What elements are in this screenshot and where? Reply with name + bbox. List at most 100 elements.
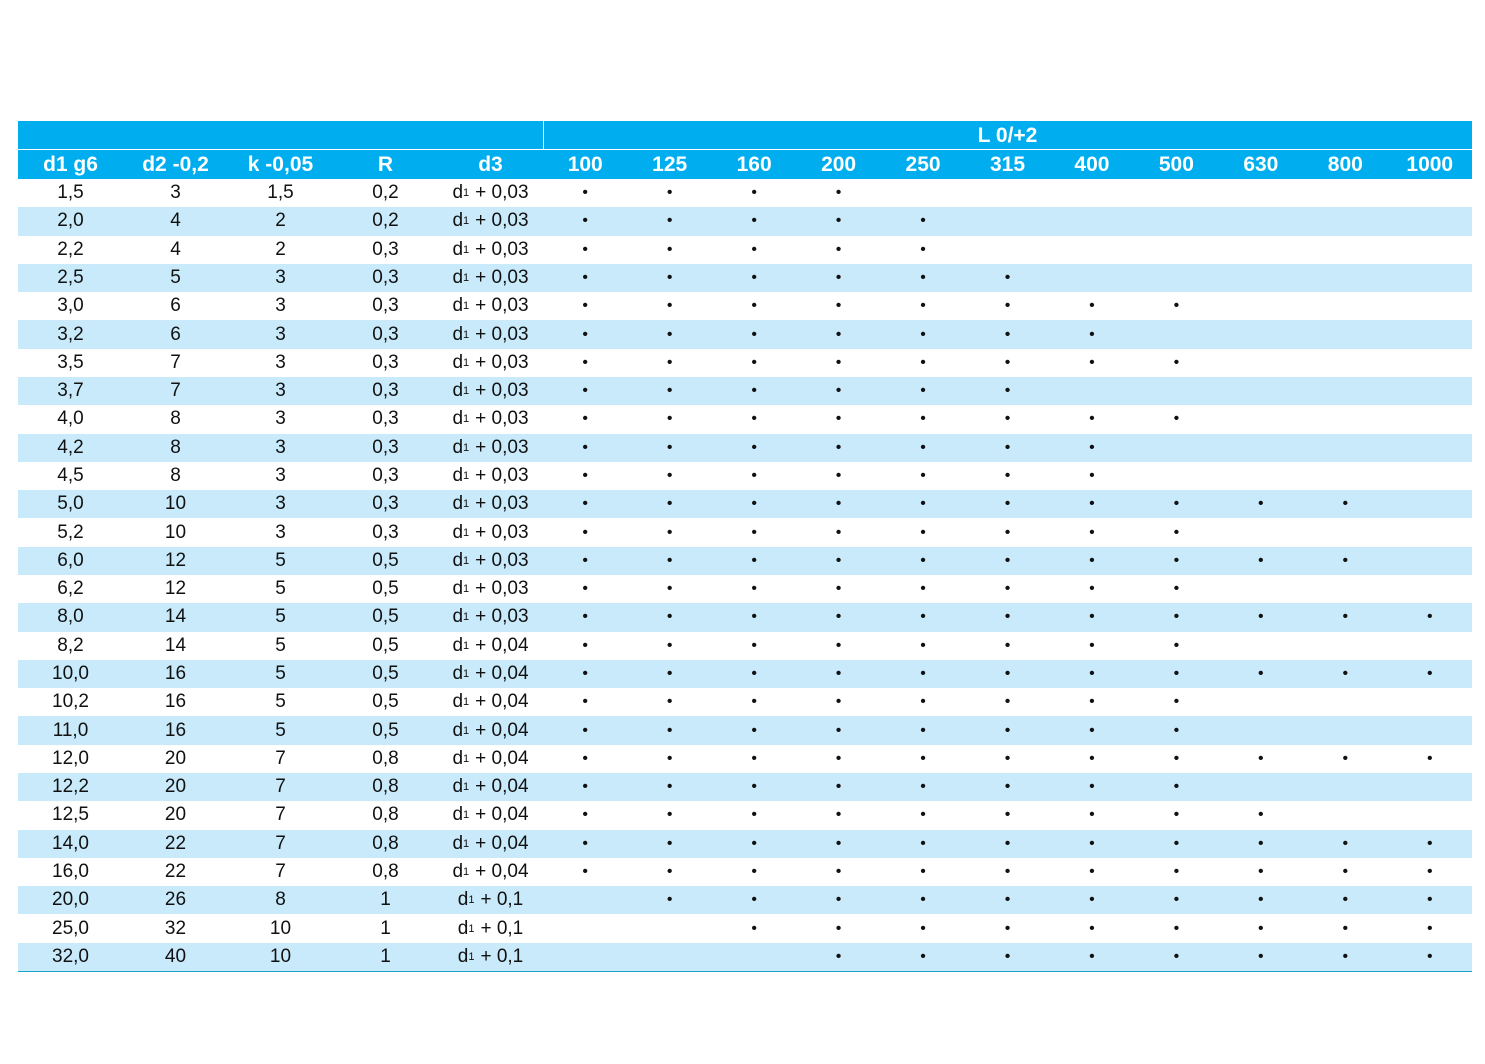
row-stripe xyxy=(18,659,1472,689)
availability-dot: • xyxy=(835,608,842,626)
cell: 25,0 xyxy=(52,917,89,939)
availability-dot: • xyxy=(835,438,842,456)
availability-dot: • xyxy=(1342,834,1349,852)
cell-d3: d 1 + 0,1 xyxy=(438,886,543,914)
availability-dot: • xyxy=(666,268,673,286)
cell: 0,3 xyxy=(372,295,399,317)
d3-base: d xyxy=(452,238,464,260)
cell: 20 xyxy=(164,804,187,826)
d3-sub: 1 xyxy=(463,243,470,256)
availability-dot: • xyxy=(1089,891,1095,909)
cell-d3: d 1 + 0,1 xyxy=(438,914,543,942)
d3-sub: 1 xyxy=(468,950,475,963)
d3-sub: 1 xyxy=(463,667,470,680)
availability-dot: • xyxy=(582,693,589,711)
cell: 32 xyxy=(164,917,187,939)
cell-d3: d 1 + 0,03 xyxy=(438,320,543,348)
availability-dot: • xyxy=(920,438,926,456)
cell: 8 xyxy=(170,408,181,430)
availability-dot: • xyxy=(582,608,589,626)
d3-add: + 0,03 xyxy=(475,464,529,486)
availability-dot: • xyxy=(1089,325,1095,343)
cell: 8 xyxy=(170,436,181,458)
availability-dot: • xyxy=(582,410,589,428)
d3-sub: 1 xyxy=(463,781,470,794)
availability-dot: • xyxy=(835,947,842,965)
availability-dot: • xyxy=(1004,806,1011,824)
d3-base: d xyxy=(452,493,464,515)
cell: 26 xyxy=(164,889,187,911)
availability-dot: • xyxy=(1089,834,1095,852)
availability-dot: • xyxy=(666,608,673,626)
d3-sub: 1 xyxy=(468,894,475,907)
availability-dot: • xyxy=(1258,806,1264,824)
cell-d3: d 1 + 0,04 xyxy=(438,858,543,886)
cell: 5 xyxy=(275,578,286,600)
availability-dot: • xyxy=(1089,353,1095,371)
cell: 10,2 xyxy=(52,691,89,713)
d3-add: + 0,03 xyxy=(475,238,529,260)
availability-dot: • xyxy=(751,862,757,880)
availability-dot: • xyxy=(920,636,926,654)
availability-dot: • xyxy=(1089,947,1095,965)
cell: 0,5 xyxy=(372,719,399,741)
availability-dot: • xyxy=(1089,693,1095,711)
availability-dot: • xyxy=(920,410,926,428)
availability-dot: • xyxy=(666,721,673,739)
d3-sub: 1 xyxy=(463,300,470,313)
availability-dot: • xyxy=(920,325,926,343)
availability-dot: • xyxy=(1426,664,1433,682)
d3-add: + 0,03 xyxy=(475,266,529,288)
cell-d3: d 1 + 0,04 xyxy=(438,688,543,716)
availability-dot: • xyxy=(751,495,757,513)
d3-base: d xyxy=(452,832,464,854)
cell: 20 xyxy=(164,747,187,769)
d3-base: d xyxy=(452,776,464,798)
cell: 3 xyxy=(275,351,286,373)
availability-dot: • xyxy=(1004,325,1011,343)
availability-dot: • xyxy=(835,523,842,541)
cell: 3,5 xyxy=(57,351,84,373)
cell: 1,5 xyxy=(267,182,294,204)
d3-add: + 0,03 xyxy=(475,295,529,317)
d3-sub: 1 xyxy=(463,526,470,539)
availability-dot: • xyxy=(1089,636,1095,654)
availability-dot: • xyxy=(1004,664,1011,682)
availability-dot: • xyxy=(1173,778,1180,796)
availability-dot: • xyxy=(582,438,589,456)
availability-dot: • xyxy=(666,410,673,428)
availability-dot: • xyxy=(582,212,589,230)
availability-dot: • xyxy=(666,212,673,230)
row-stripe xyxy=(18,942,1472,971)
d3-base: d xyxy=(452,295,464,317)
availability-dot: • xyxy=(835,664,842,682)
cell: 3 xyxy=(275,464,286,486)
cell: 4 xyxy=(170,210,181,232)
availability-dot: • xyxy=(835,382,842,400)
d3-sub: 1 xyxy=(463,413,470,426)
availability-dot: • xyxy=(835,834,842,852)
d3-add: + 0,03 xyxy=(475,521,529,543)
availability-dot: • xyxy=(1173,806,1180,824)
availability-dot: • xyxy=(666,749,673,767)
cell: 0,5 xyxy=(372,691,399,713)
cell: 0,5 xyxy=(372,606,399,628)
availability-dot: • xyxy=(582,806,589,824)
cell: 3 xyxy=(275,436,286,458)
availability-dot: • xyxy=(1258,551,1264,569)
d3-sub: 1 xyxy=(463,611,470,624)
d3-add: + 0,04 xyxy=(475,747,529,769)
cell: 7 xyxy=(275,832,286,854)
availability-dot: • xyxy=(582,523,589,541)
column-header: d2 -0,2 xyxy=(142,152,209,176)
cell: 7 xyxy=(275,747,286,769)
availability-dot: • xyxy=(666,297,673,315)
d3-sub: 1 xyxy=(463,385,470,398)
cell-d3: d 1 + 0,04 xyxy=(438,745,543,773)
availability-dot: • xyxy=(835,353,842,371)
cell: 5 xyxy=(170,266,181,288)
cell: 4,2 xyxy=(57,436,84,458)
d3-sub: 1 xyxy=(463,583,470,596)
availability-dot: • xyxy=(666,891,673,909)
column-header: 200 xyxy=(821,152,857,176)
